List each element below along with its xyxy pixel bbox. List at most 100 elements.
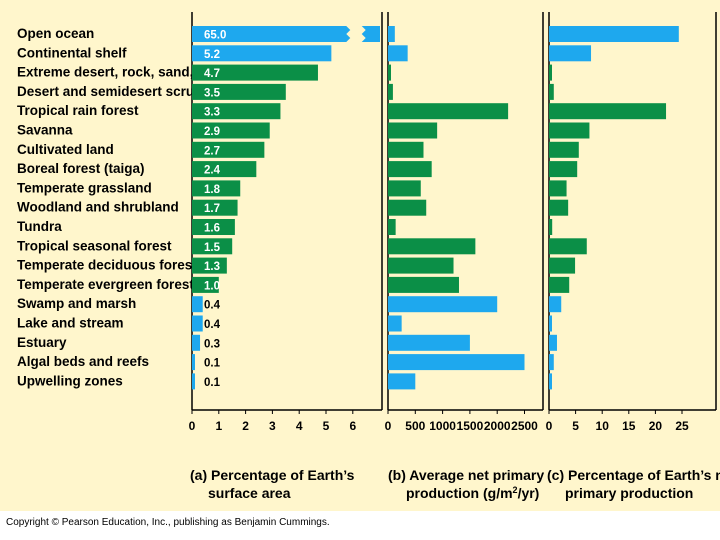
data-label-tropical-seasonal-forest: 1.5 (204, 242, 221, 254)
bar-b-swamp-and-marsh (388, 296, 498, 313)
bar-a-upwelling-zones (192, 373, 195, 390)
tick-label-a-2: 2 (242, 419, 249, 433)
ecosystem-label-estuary: Estuary (17, 335, 67, 350)
panel-c-share-of-npp: 0 5 10 15 20 25 (c) Percentage of Earth’s net p… (546, 12, 720, 501)
bar-a-extreme-desert-rock-sand-ice (192, 64, 318, 81)
tick-label-b-0: 0 (385, 419, 392, 433)
tick-label-a-1: 1 (215, 419, 222, 433)
data-label-cultivated-land: 2.7 (204, 145, 220, 157)
data-label-temperate-deciduous-forest: 1.3 (204, 261, 220, 273)
ecosystem-label-swamp-and-marsh: Swamp and marsh (17, 296, 136, 311)
ecosystem-label-temperate-evergreen-forest: Temperate evergreen forest (17, 277, 194, 292)
bar-c-upwelling-zones (549, 373, 552, 390)
bar-b-continental-shelf (388, 45, 408, 62)
bar-c-cultivated-land (549, 141, 579, 158)
bar-b-temperate-deciduous-forest (388, 257, 454, 274)
bar-a-open-ocean (192, 26, 380, 42)
ecosystem-label-temperate-deciduous-forest: Temperate deciduous forest (17, 258, 197, 273)
data-label-extreme-desert-rock-sand-ice: 4.7 (204, 68, 220, 80)
bar-a-lake-and-stream (192, 315, 203, 332)
bar-b-lake-and-stream (388, 315, 402, 332)
panel-b-caption: (b) Average net primary production (g/m2/… (388, 467, 544, 501)
data-label-estuary: 0.3 (204, 338, 220, 350)
bar-a-tropical-rain-forest (192, 103, 281, 120)
tick-label-a-3: 3 (269, 419, 276, 433)
tick-label-c-4: 20 (649, 419, 663, 433)
bar-b-desert-and-semidesert-scrub (388, 83, 393, 100)
bar-c-temperate-grassland (549, 180, 567, 197)
bar-c-continental-shelf (549, 45, 592, 62)
bar-a-woodland-and-shrubland (192, 199, 238, 216)
figure-background (0, 0, 720, 511)
data-label-continental-shelf: 5.2 (204, 49, 220, 61)
bar-b-extreme-desert-rock-sand-ice (388, 64, 391, 81)
bar-b-tundra (388, 219, 396, 235)
tick-label-b-4: 2000 (484, 419, 511, 433)
data-label-boreal-forest-taiga: 2.4 (204, 165, 221, 177)
ecosystem-label-extreme-desert-rock-sand-ice: Extreme desert, rock, sand, ice (17, 65, 216, 80)
data-label-swamp-and-marsh: 0.4 (204, 300, 221, 312)
tick-label-a-6: 6 (349, 419, 356, 433)
bar-b-tropical-rain-forest (388, 103, 509, 120)
data-label-tundra: 1.6 (204, 223, 220, 235)
data-label-savanna: 2.9 (204, 126, 220, 138)
bar-c-woodland-and-shrubland (549, 199, 569, 216)
data-label-open-ocean: 65.0 (204, 30, 226, 42)
ecosystem-label-desert-and-semidesert-scrub: Desert and semidesert scrub (17, 84, 202, 99)
bar-b-tropical-seasonal-forest (388, 238, 476, 255)
bar-c-desert-and-semidesert-scrub (549, 83, 554, 100)
bar-c-tropical-rain-forest (549, 103, 667, 120)
bar-c-estuary (549, 334, 557, 351)
bar-a-temperate-grassland (192, 180, 241, 197)
ecosystem-label-algal-beds-and-reefs: Algal beds and reefs (17, 354, 149, 369)
tick-label-b-2: 1000 (429, 419, 456, 433)
ecosystem-label-temperate-grassland: Temperate grassland (17, 180, 152, 195)
bar-a-desert-and-semidesert-scrub (192, 83, 286, 100)
ecosystem-label-cultivated-land: Cultivated land (17, 142, 114, 157)
tick-label-b-1: 500 (405, 419, 425, 433)
bar-a-temperate-evergreen-forest (192, 276, 219, 293)
ecosystem-label-tropical-rain-forest: Tropical rain forest (17, 103, 139, 118)
ecosystem-label-savanna: Savanna (17, 123, 73, 138)
bar-b-savanna (388, 122, 438, 139)
ecosystem-label-open-ocean: Open ocean (17, 26, 94, 41)
data-label-temperate-evergreen-forest: 1.0 (204, 280, 220, 292)
bar-b-upwelling-zones (388, 373, 416, 390)
tick-label-a-4: 4 (296, 419, 303, 433)
bar-b-temperate-grassland (388, 180, 421, 197)
tick-label-b-3: 1500 (457, 419, 484, 433)
data-label-desert-and-semidesert-scrub: 3.5 (204, 87, 221, 99)
copyright-notice: Copyright © Pearson Education, Inc., pub… (6, 517, 330, 528)
tick-label-c-0: 0 (546, 419, 553, 433)
bar-c-lake-and-stream (549, 315, 552, 332)
bar-b-open-ocean (388, 26, 395, 42)
ecosystem-label-continental-shelf: Continental shelf (17, 45, 127, 60)
tick-label-c-5: 25 (675, 419, 689, 433)
bar-a-tundra (192, 219, 235, 235)
tick-label-c-1: 5 (572, 419, 579, 433)
tick-label-b-5: 2500 (511, 419, 538, 433)
bar-c-tropical-seasonal-forest (549, 238, 587, 255)
panel-b-net-primary-production: 0 500 1000 1500 2000 2500 (b) Average net prim… (385, 12, 544, 501)
bar-a-estuary (192, 334, 201, 351)
panel-c-caption: (c) Percentage of Earth’s net primary pro… (547, 467, 720, 501)
bar-a-savanna (192, 122, 270, 139)
bar-a-temperate-deciduous-forest (192, 257, 227, 274)
tick-label-a-5: 5 (323, 419, 330, 433)
ecosystem-label-tropical-seasonal-forest: Tropical seasonal forest (17, 238, 172, 253)
bar-c-boreal-forest-taiga (549, 161, 578, 178)
tick-label-c-3: 15 (622, 419, 636, 433)
data-label-upwelling-zones: 0.1 (204, 377, 221, 389)
bar-b-woodland-and-shrubland (388, 199, 427, 216)
data-label-lake-and-stream: 0.4 (204, 319, 221, 331)
panel-a-caption: (a) Percentage of Earth’s surface area (190, 467, 355, 501)
ecosystem-label-woodland-and-shrubland: Woodland and shrubland (17, 200, 179, 215)
tick-label-c-2: 10 (596, 419, 610, 433)
ecosystem-labels: Open ocean Continental shelf Extreme deser… (17, 26, 216, 388)
bar-c-extreme-desert-rock-sand-ice (549, 64, 552, 81)
ecosystem-label-upwelling-zones: Upwelling zones (17, 373, 123, 388)
data-label-temperate-grassland: 1.8 (204, 184, 221, 196)
bar-c-algal-beds-and-reefs (549, 354, 554, 371)
bar-c-savanna (549, 122, 590, 139)
